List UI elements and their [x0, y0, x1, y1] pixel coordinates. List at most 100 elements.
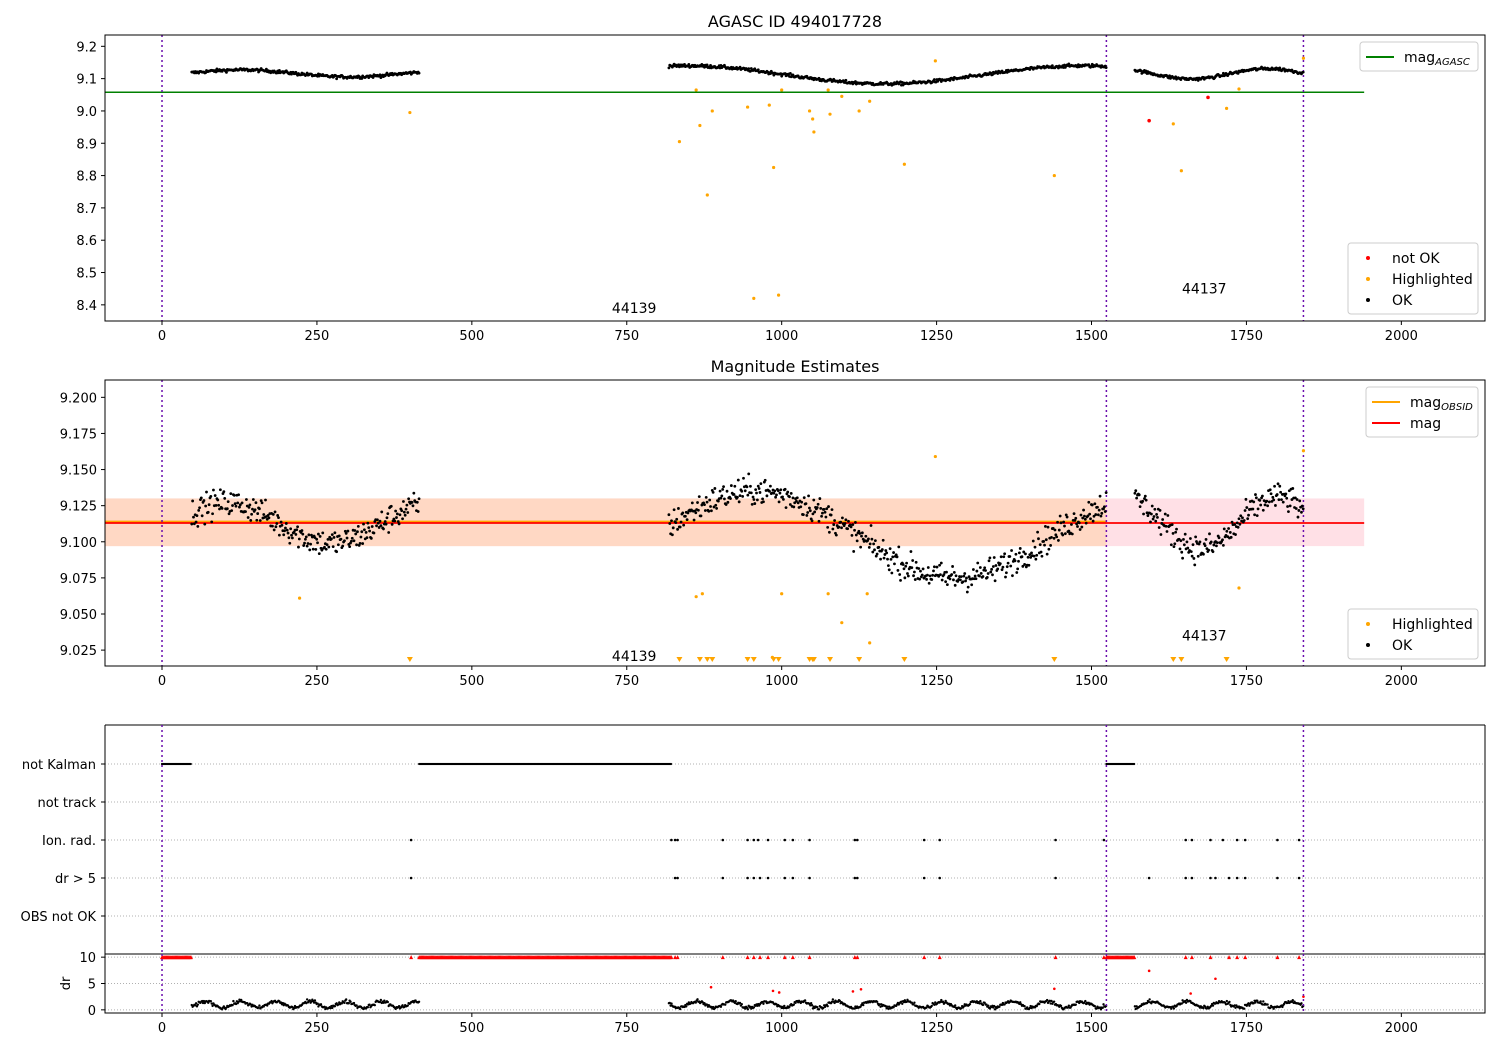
- p2-ok-point: [1034, 557, 1038, 561]
- p2-xtick-label: 1000: [765, 674, 798, 689]
- panel-4-dr-points: [160, 955, 1305, 1011]
- p2-ok-point: [1017, 551, 1021, 555]
- p2-ok-point: [972, 568, 975, 571]
- p1-highlighted-point: [826, 88, 830, 92]
- p2-ok-point: [742, 476, 745, 480]
- p2-ok-point: [796, 501, 800, 505]
- p2-ok-point: [1273, 484, 1276, 488]
- p1-xtick-label: 1750: [1230, 329, 1263, 344]
- p2-ok-point: [1155, 513, 1158, 516]
- p4-dr-point: [246, 1002, 249, 1005]
- p2-ok-point: [891, 555, 895, 559]
- p2-ok-point: [396, 520, 400, 523]
- p4-dr-point: [1172, 1007, 1176, 1010]
- p2-ok-point: [979, 571, 983, 575]
- p4-dr-point: [1234, 1006, 1237, 1009]
- p2-ok-point: [378, 519, 382, 523]
- p2-ok-point: [297, 537, 301, 541]
- p4-dr-point: [386, 1000, 390, 1004]
- p2-ok-point: [871, 550, 875, 554]
- p4-dr-point: [1170, 1007, 1173, 1010]
- p2-ok-point: [755, 491, 758, 495]
- p4-dr-point: [696, 998, 699, 1001]
- p2-ok-point: [212, 488, 215, 492]
- p3-flag-point: [783, 876, 787, 880]
- p3-flag-point: [1297, 876, 1301, 880]
- p4-dr-point: [210, 1002, 213, 1005]
- p2-ok-point: [962, 574, 966, 578]
- p1-ytick-label: 8.8: [76, 170, 97, 185]
- p2-ok-point: [276, 514, 280, 517]
- p2-ok-point: [671, 526, 675, 530]
- p2-ok-point: [713, 487, 717, 490]
- p2-xtick-label: 1750: [1230, 674, 1263, 689]
- p4-ytick-label: 10: [79, 951, 96, 966]
- p2-highlighted-point: [1301, 449, 1306, 453]
- p2-ok-point: [950, 573, 954, 576]
- p4-dr-point: [817, 1008, 821, 1011]
- p2-ok-point: [749, 484, 752, 488]
- p2-highlighted-point: [840, 621, 844, 625]
- p2-ok-point: [677, 507, 680, 510]
- p2-ok-point: [1149, 520, 1152, 524]
- p1-ok-point: [1301, 70, 1305, 74]
- p4-dr-point: [1216, 1001, 1220, 1005]
- p2-ok-point: [870, 537, 874, 541]
- p2-ok-point: [807, 494, 810, 498]
- p2-below-range-marker: [406, 657, 413, 662]
- p4-xtick-label: 250: [305, 1021, 330, 1036]
- p2-ok-point: [1169, 543, 1173, 547]
- p3-flag-point: [1190, 876, 1194, 880]
- p2-ok-point: [967, 575, 971, 579]
- p2-ok-point: [890, 571, 894, 575]
- p2-ok-point: [935, 565, 939, 569]
- p2-ok-point: [704, 495, 708, 499]
- p4-dr-point: [810, 1004, 814, 1007]
- p2-ok-point: [1158, 508, 1162, 512]
- p2-ok-point: [1222, 527, 1226, 531]
- p2-ok-point: [376, 518, 379, 522]
- p4-dr-flagged-point: [709, 985, 713, 989]
- p2-ok-point: [925, 577, 928, 581]
- p2-ok-point: [369, 536, 373, 540]
- p2-ok-point: [1281, 500, 1285, 504]
- p2-ok-point: [254, 501, 258, 505]
- p4-xtick-label: 500: [459, 1021, 484, 1036]
- p4-dr-point: [312, 1001, 316, 1004]
- p4-dr-point: [901, 1002, 904, 1005]
- p2-ok-point: [323, 545, 326, 549]
- p4-ylabel: dr: [59, 976, 74, 990]
- p2-legend-box: [1347, 608, 1479, 660]
- panel-1-title: AGASC ID 494017728: [708, 12, 882, 31]
- p2-legend-box: [1365, 386, 1479, 438]
- p2-ok-point: [1058, 514, 1062, 518]
- p2-ok-point: [1186, 546, 1190, 550]
- p3-flag-point: [670, 838, 673, 842]
- p3-flag-point: [1102, 838, 1106, 842]
- p2-ok-point: [1238, 522, 1242, 526]
- p1-highlighted-point: [408, 110, 412, 115]
- p2-ok-point: [274, 525, 278, 529]
- p4-dr-point: [1225, 999, 1229, 1003]
- p3-flag-point: [1243, 876, 1247, 880]
- p2-ok-point: [938, 563, 941, 567]
- p2-ok-point: [913, 570, 916, 574]
- p2-ok-point: [1221, 544, 1225, 547]
- p2-ok-point: [1073, 519, 1077, 522]
- p2-ok-point: [194, 520, 198, 524]
- p2-ok-point: [712, 505, 716, 509]
- p2-ok-point: [1203, 544, 1207, 547]
- p4-dr-point: [401, 1004, 404, 1007]
- p4-dr-point: [1019, 1001, 1022, 1004]
- p4-dr-point: [231, 1004, 234, 1007]
- p2-ok-point: [761, 497, 764, 501]
- p2-ok-point: [966, 585, 970, 589]
- p2-ok-point: [1067, 529, 1071, 533]
- p2-ok-point: [207, 503, 211, 507]
- p2-ok-point: [417, 497, 421, 501]
- p3-flag-point: [938, 876, 941, 880]
- p2-ok-point: [1096, 505, 1099, 509]
- p2-ok-point: [754, 488, 758, 492]
- p2-ok-point: [844, 518, 848, 522]
- p2-ok-point: [1215, 544, 1218, 548]
